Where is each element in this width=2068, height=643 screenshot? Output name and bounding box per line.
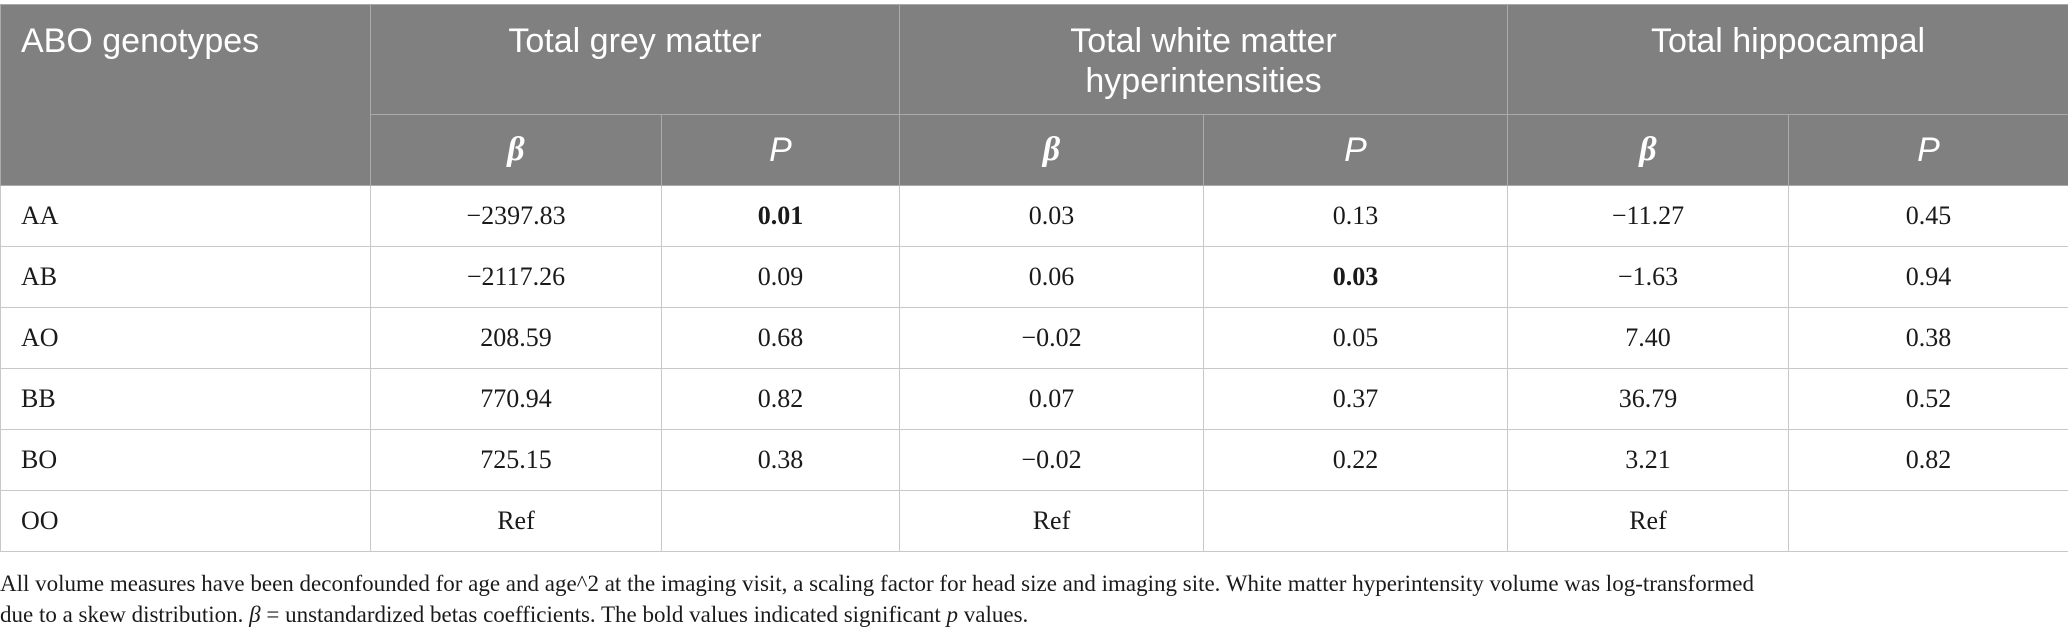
beta-header: β	[899, 114, 1204, 186]
genotype-cell: BO	[0, 429, 371, 491]
beta-cell: −0.02	[899, 429, 1204, 491]
p-value-cell: 0.52	[1788, 368, 2068, 430]
p-value-cell: 0.38	[1788, 307, 2068, 369]
p-value-cell: 0.68	[661, 307, 900, 369]
beta-cell: 725.15	[370, 429, 662, 491]
p-value-cell: 0.37	[1203, 368, 1508, 430]
table-row: BO 725.15 0.38 −0.02 0.22 3.21 0.82	[0, 429, 2068, 491]
beta-cell: 7.40	[1507, 307, 1789, 369]
beta-cell: −2117.26	[370, 246, 662, 308]
beta-cell: 0.06	[899, 246, 1204, 308]
table-footnote: All volume measures have been deconfound…	[0, 568, 2060, 630]
genotype-cell: AA	[0, 185, 371, 247]
table-body: AA −2397.83 0.01 0.03 0.13 −11.27 0.45 AB −2117.…	[0, 185, 2068, 552]
footnote-line-1: All volume measures have been deconfound…	[0, 571, 1754, 596]
p-value-cell: 0.82	[661, 368, 900, 430]
p-value-cell	[1203, 490, 1508, 552]
beta-cell: −0.02	[899, 307, 1204, 369]
beta-cell: 0.07	[899, 368, 1204, 430]
beta-cell: −2397.83	[370, 185, 662, 247]
beta-cell: Ref	[1507, 490, 1789, 552]
table-row: AO 208.59 0.68 −0.02 0.05 7.40 0.38	[0, 307, 2068, 369]
beta-cell: −1.63	[1507, 246, 1789, 308]
results-table: ABO genotypes Total grey matter Total wh…	[0, 4, 2068, 552]
p-value-cell	[1788, 490, 2068, 552]
p-value-cell: 0.94	[1788, 246, 2068, 308]
stub-header: ABO genotypes	[0, 4, 371, 186]
beta-cell: 770.94	[370, 368, 662, 430]
beta-header: β	[370, 114, 662, 186]
footnote-p-symbol: p	[946, 602, 959, 627]
p-value-cell: 0.09	[661, 246, 900, 308]
genotype-cell: BB	[0, 368, 371, 430]
p-value-cell: 0.03	[1203, 246, 1508, 308]
beta-cell: 36.79	[1507, 368, 1789, 430]
p-header: P	[1788, 114, 2068, 186]
p-value-cell: 0.05	[1203, 307, 1508, 369]
table-row: AA −2397.83 0.01 0.03 0.13 −11.27 0.45	[0, 185, 2068, 247]
genotype-cell: OO	[0, 490, 371, 552]
beta-cell: Ref	[899, 490, 1204, 552]
table-header: ABO genotypes Total grey matter Total wh…	[0, 4, 2068, 186]
beta-cell: −11.27	[1507, 185, 1789, 247]
p-value-cell: 0.82	[1788, 429, 2068, 491]
group-header-grey-matter: Total grey matter	[370, 4, 900, 115]
group-header-white-matter-text: Total white matter hyperintensities	[1070, 22, 1337, 100]
group-header-white-matter: Total white matter hyperintensities	[899, 4, 1508, 115]
table-row: BB 770.94 0.82 0.07 0.37 36.79 0.52	[0, 368, 2068, 430]
p-value-cell: 0.01	[661, 185, 900, 247]
beta-cell: 3.21	[1507, 429, 1789, 491]
table-row: AB −2117.26 0.09 0.06 0.03 −1.63 0.94	[0, 246, 2068, 308]
beta-cell: 208.59	[370, 307, 662, 369]
p-header: P	[1203, 114, 1508, 186]
beta-header: β	[1507, 114, 1789, 186]
genotype-cell: AB	[0, 246, 371, 308]
footnote-line-2-end: values.	[958, 602, 1029, 627]
group-header-hippocampal: Total hippocampal	[1507, 4, 2068, 115]
footnote-line-2-middle: = unstandardized betas coefficients. The…	[260, 602, 947, 627]
footnote-line-2-start: due to a skew distribution.	[0, 602, 250, 627]
p-value-cell: 0.13	[1203, 185, 1508, 247]
p-value-cell: 0.38	[661, 429, 900, 491]
header-sub-row: β P β P β P	[1, 114, 2068, 186]
p-value-cell: 0.22	[1203, 429, 1508, 491]
header-group-row: ABO genotypes Total grey matter Total wh…	[0, 4, 2068, 186]
p-header: P	[661, 114, 900, 186]
beta-cell: Ref	[370, 490, 662, 552]
p-value-cell	[661, 490, 900, 552]
genotype-cell: AO	[0, 307, 371, 369]
footnote-beta-symbol: β	[249, 602, 261, 627]
p-value-cell: 0.45	[1788, 185, 2068, 247]
beta-cell: 0.03	[899, 185, 1204, 247]
table-row: OO Ref Ref Ref	[0, 490, 2068, 552]
